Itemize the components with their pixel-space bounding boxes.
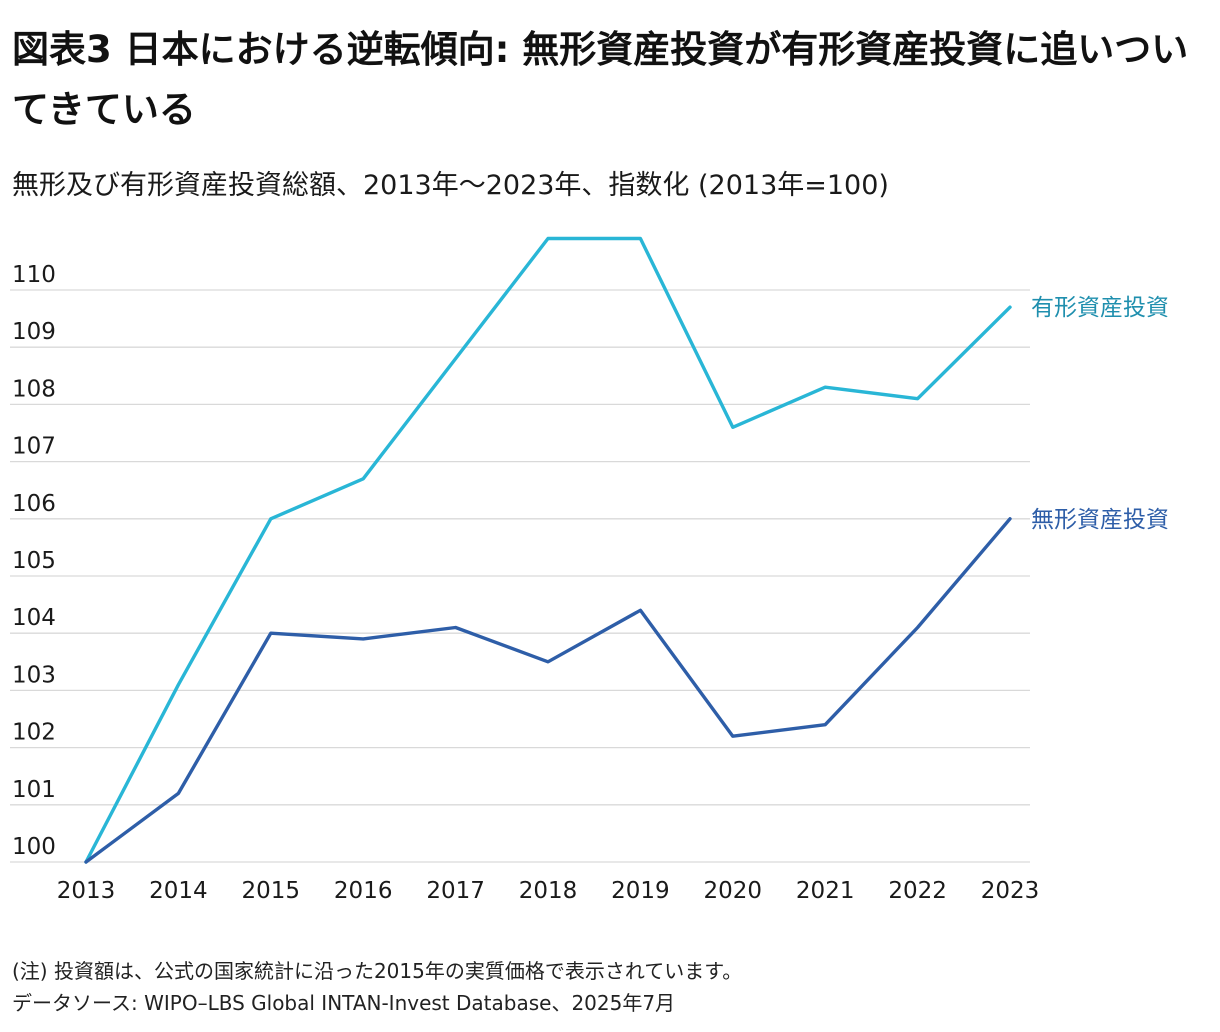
x-tick-label: 2017	[426, 878, 485, 904]
x-tick-label: 2016	[334, 878, 393, 904]
series-lines	[84, 236, 1012, 864]
footnote: (注) 投資額は、公式の国家統計に沿った2015年の実質価格で表示されています。	[12, 959, 743, 983]
x-tick-label: 2022	[888, 878, 947, 904]
x-tick-label: 2014	[149, 878, 208, 904]
y-tick-label: 106	[12, 491, 56, 517]
x-tick-label: 2023	[981, 878, 1040, 904]
y-tick-label: 105	[12, 548, 56, 574]
grid-lines	[10, 289, 1030, 863]
y-tick-label: 109	[12, 319, 56, 345]
y-tick-label: 100	[12, 834, 56, 860]
footnotes: (注) 投資額は、公式の国家統計に沿った2015年の実質価格で表示されています。…	[12, 955, 742, 1019]
y-tick-label: 102	[12, 720, 56, 746]
x-tick-label: 2018	[519, 878, 578, 904]
intangible-series-label: 無形資産投資	[1031, 507, 1169, 533]
y-tick-label: 104	[12, 605, 56, 631]
x-axis-ticks: 2013 2014 2015 2016 2017 2018 2019 2020 2021 2022…	[57, 878, 1040, 904]
x-tick-label: 2020	[704, 878, 763, 904]
data-source: データソース: WIPO–LBS Global INTAN-Invest Dat…	[12, 991, 676, 1015]
y-tick-label: 101	[12, 777, 56, 803]
tangible-series-line	[84, 236, 1012, 864]
tangible-series-label: 有形資産投資	[1031, 295, 1169, 321]
x-tick-label: 2015	[242, 878, 301, 904]
x-tick-label: 2013	[57, 878, 116, 904]
y-tick-label: 103	[12, 662, 56, 688]
chart-title: 図表3 日本における逆転傾向: 無形資産投資が有形資産投資に追いついてきている	[12, 28, 1189, 131]
y-tick-label: 108	[12, 376, 56, 402]
x-tick-label: 2021	[796, 878, 855, 904]
y-tick-label: 107	[12, 434, 56, 460]
chart-subtitle: 無形及び有形資産投資総額、2013年〜2023年、指数化 (2013年=100)	[12, 170, 889, 201]
y-tick-label: 110	[12, 262, 56, 288]
x-tick-label: 2019	[611, 878, 670, 904]
y-axis-ticks: 100 101 102 103 104 105 106 107 108 109 110	[12, 262, 56, 860]
